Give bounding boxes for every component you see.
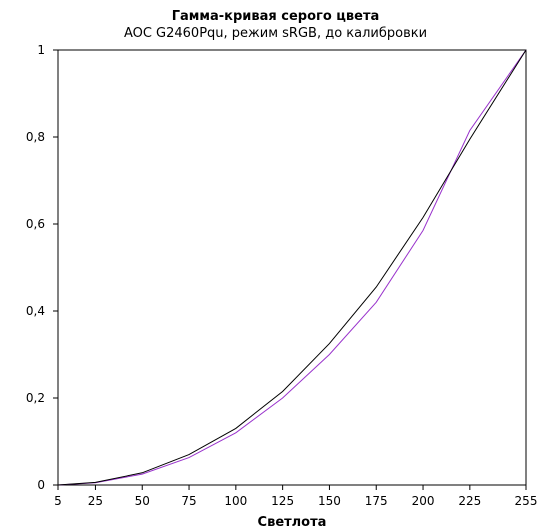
y-tick-label: 0,6 [26,217,45,231]
x-tick-label: 200 [412,494,435,508]
series-lines [57,49,527,486]
y-axis: 0 0,2 0,4 0,6 0,8 1 [26,43,58,492]
x-axis-label: Светлота [258,515,327,530]
x-tick-label: 225 [458,494,481,508]
series-line-purple [57,49,527,486]
y-tick-label: 0,4 [26,304,45,318]
series-line-black [57,49,527,486]
x-axis: 5 25 50 75 100 125 150 175 200 225 255 [54,485,537,508]
y-tick-label: 1 [37,43,45,57]
x-tick-label: 255 [515,494,538,508]
x-tick-label: 100 [224,494,247,508]
x-tick-label: 50 [135,494,150,508]
x-tick-label: 125 [271,494,294,508]
x-tick-label: 75 [181,494,196,508]
x-tick-label: 25 [88,494,103,508]
y-tick-label: 0,2 [26,391,45,405]
x-tick-label: 150 [318,494,341,508]
plot-area-frame [57,49,527,486]
x-tick-label: 5 [54,494,62,508]
chart-subtitle: AOC G2460Pqu, режим sRGB, до калибровки [123,26,428,41]
y-tick-label: 0 [37,478,45,492]
x-tick-label: 175 [365,494,388,508]
y-tick-label: 0,8 [26,130,45,144]
chart-title: Гамма-кривая серого цвета [171,9,380,24]
